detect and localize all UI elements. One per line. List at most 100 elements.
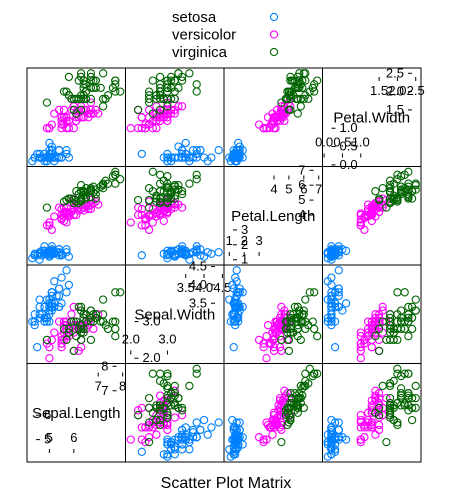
data-point-versicolor: [374, 393, 384, 403]
data-point-virginica: [163, 411, 172, 420]
data-point-versicolor: [259, 435, 268, 444]
tick-label: 2.0: [143, 350, 161, 365]
data-point-versicolor: [374, 200, 384, 209]
data-point-setosa: [57, 153, 66, 162]
data-point-versicolor: [62, 209, 71, 218]
data-point-virginica: [72, 317, 81, 326]
tick-label: 1: [241, 252, 248, 267]
data-point-virginica: [98, 310, 108, 319]
tick-label: 6: [298, 177, 305, 192]
data-point-virginica: [404, 391, 413, 400]
data-point-setosa: [334, 242, 343, 251]
data-point-versicolor: [356, 354, 365, 363]
data-point-virginica: [163, 76, 172, 85]
tick-label: 7: [315, 182, 322, 197]
data-point-versicolor: [356, 343, 365, 352]
data-point-setosa: [30, 153, 39, 162]
data-point-virginica: [174, 69, 183, 78]
data-point-setosa: [45, 153, 54, 162]
data-point-setosa: [196, 425, 205, 435]
data-point-setosa: [54, 284, 64, 293]
data-point-virginica: [378, 381, 387, 391]
data-point-virginica: [81, 317, 91, 326]
data-point-virginica: [313, 369, 322, 378]
data-point-virginica: [155, 406, 165, 415]
data-point-virginica: [385, 188, 395, 197]
data-point-versicolor: [62, 113, 71, 122]
tick-label: 8: [101, 358, 108, 373]
data-point-virginica: [86, 76, 96, 85]
data-point-virginica: [407, 415, 417, 425]
variable-name-Sepal.Length: Sepal.Length: [32, 405, 120, 422]
data-point-virginica: [166, 94, 176, 104]
data-point-versicolor: [45, 218, 54, 227]
data-point-setosa: [45, 138, 54, 148]
data-point-virginica: [192, 80, 201, 89]
data-point-setosa: [62, 288, 71, 297]
data-point-virginica: [174, 393, 183, 403]
data-point-virginica: [389, 376, 398, 386]
data-point-virginica: [295, 69, 304, 78]
data-point-versicolor: [259, 343, 268, 352]
data-point-setosa: [40, 317, 49, 326]
data-point-versicolor: [363, 418, 373, 427]
tick-label: 0.0: [315, 135, 333, 150]
tick-label: 3.5: [177, 280, 195, 295]
data-point-virginica: [163, 413, 172, 422]
data-point-virginica: [296, 381, 305, 391]
data-point-versicolor: [280, 105, 289, 115]
data-point-virginica: [163, 381, 172, 391]
data-point-versicolor: [86, 109, 96, 118]
data-point-versicolor: [378, 302, 387, 312]
data-point-setosa: [163, 440, 172, 449]
data-point-setosa: [234, 138, 243, 148]
data-point-setosa: [232, 291, 241, 301]
data-point-virginica: [286, 317, 295, 326]
data-point-virginica: [286, 413, 295, 422]
data-point-setosa: [231, 445, 240, 454]
data-point-versicolor: [277, 302, 286, 312]
data-point-virginica: [155, 80, 165, 89]
data-point-virginica: [155, 170, 165, 179]
data-point-virginica: [144, 418, 154, 427]
tick-label: 2: [241, 233, 248, 248]
panel-r2-c2: [223, 264, 323, 364]
data-point-setosa: [232, 277, 241, 286]
data-point-virginica: [305, 364, 314, 373]
data-point-setosa: [231, 435, 240, 444]
data-point-virginica: [152, 415, 161, 425]
data-point-virginica: [155, 376, 165, 386]
data-point-setosa: [207, 423, 216, 432]
data-point-versicolor: [155, 209, 165, 218]
data-point-setosa: [45, 310, 54, 319]
data-point-virginica: [98, 69, 108, 78]
data-point-virginica: [148, 167, 157, 176]
data-point-virginica: [111, 167, 120, 176]
data-point-setosa: [28, 317, 37, 326]
data-point-virginica: [185, 69, 194, 78]
legend-marker-virginica: [269, 47, 279, 57]
data-point-virginica: [374, 324, 384, 334]
data-point-setosa: [327, 423, 336, 432]
tick-label: 8: [119, 379, 126, 394]
data-point-versicolor: [371, 430, 380, 439]
data-point-setosa: [330, 343, 340, 352]
data-point-virginica: [310, 324, 319, 334]
data-point-setosa: [30, 251, 39, 260]
data-point-virginica: [133, 411, 143, 420]
data-point-setosa: [330, 317, 340, 326]
data-point-versicolor: [47, 225, 56, 235]
data-point-virginica: [293, 109, 302, 118]
data-point-setosa: [327, 288, 336, 297]
data-point-setosa: [203, 248, 212, 257]
data-point-virginica: [148, 187, 157, 196]
data-point-setosa: [163, 149, 172, 159]
variable-name-Petal.Length: Petal.Length: [231, 208, 315, 225]
data-point-setosa: [334, 266, 343, 275]
data-point-virginica: [404, 313, 413, 323]
data-point-versicolor: [45, 354, 54, 363]
data-point-setosa: [33, 343, 42, 352]
data-point-versicolor: [42, 221, 52, 230]
data-point-setosa: [327, 435, 336, 444]
